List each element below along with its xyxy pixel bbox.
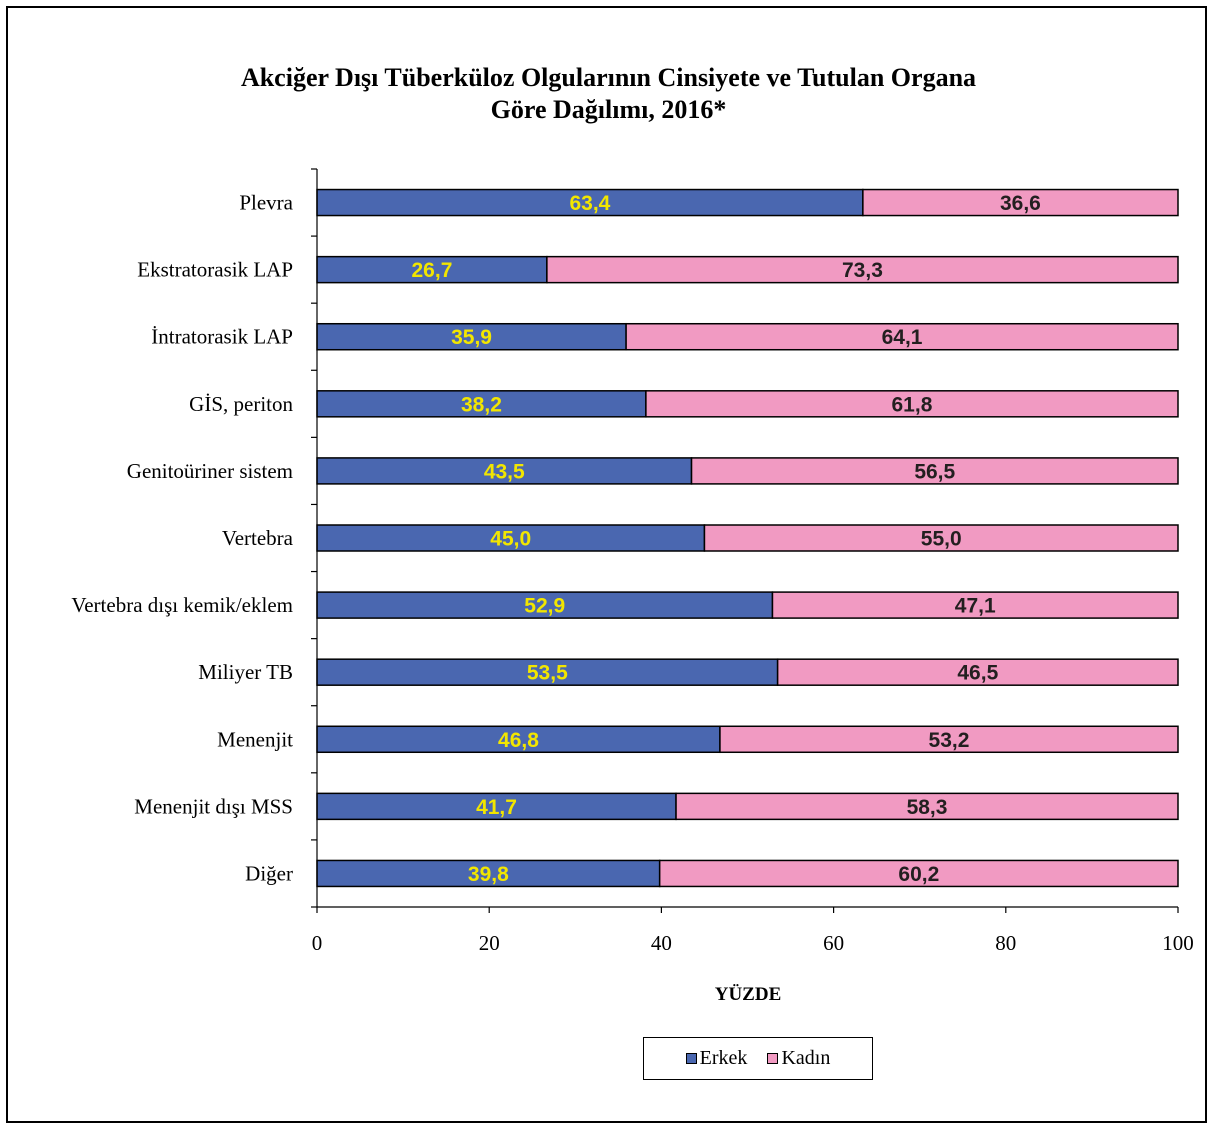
- x-tick-label-5: 100: [1162, 931, 1194, 955]
- bars-layer: 63,4 36,6 26,7 73,3 35,9 64,1 38,2 61,8 43,5 56,5…: [316, 188, 1179, 888]
- bar-erkek-8: [316, 725, 721, 754]
- data-label-kadin-5: 55,0: [921, 528, 962, 551]
- bar-kadn-2: [625, 322, 1179, 351]
- data-label-erkek-4: 43,5: [484, 460, 525, 483]
- x-tick-label-4: 80: [995, 931, 1016, 955]
- data-label-erkek-1: 26,7: [412, 259, 453, 282]
- chart-title: Akciğer Dışı Tüberküloz Olgularının Cins…: [0, 62, 1217, 126]
- category-label-0: Plevra: [239, 191, 293, 215]
- bar-kadn-6: [771, 591, 1179, 619]
- category-label-9: Menenjit dışı MSS: [134, 794, 293, 818]
- category-label-10: Diğer: [245, 861, 293, 885]
- bar-erkek-1: [316, 255, 548, 284]
- bar-erkek-2: [316, 322, 627, 351]
- data-label-kadin-1: 73,3: [842, 259, 883, 282]
- bar-erkek-4: [316, 457, 693, 485]
- data-label-erkek-8: 46,8: [498, 729, 539, 752]
- chart-title-line-2: Göre Dağılımı, 2016*: [490, 95, 727, 124]
- data-label-kadin-8: 53,2: [929, 729, 970, 752]
- x-tick-label-3: 60: [823, 931, 844, 955]
- data-label-erkek-2: 35,9: [451, 326, 492, 349]
- bar-erkek-6: [316, 591, 774, 619]
- legend-item-erkek: Erkek: [685, 1047, 748, 1070]
- category-label-2: İntratorasik LAP: [151, 325, 293, 349]
- data-label-erkek-6: 52,9: [524, 595, 565, 618]
- category-label-7: Miliyer TB: [198, 660, 293, 684]
- data-label-erkek-0: 63,4: [569, 192, 610, 215]
- category-label-3: GİS, periton: [189, 392, 293, 416]
- bar-kadn-4: [690, 457, 1179, 485]
- bar-kadn-1: [546, 255, 1179, 284]
- data-label-erkek-5: 45,0: [490, 528, 531, 551]
- data-label-erkek-3: 38,2: [461, 393, 502, 416]
- legend-item-kadin: Kadın: [767, 1047, 830, 1070]
- chart-title-line-1: Akciğer Dışı Tüberküloz Olgularının Cins…: [240, 63, 977, 92]
- legend-label-erkek: Erkek: [699, 1047, 748, 1069]
- category-label-6: Vertebra dışı kemik/eklem: [71, 593, 293, 617]
- x-tick-label-2: 40: [651, 931, 672, 955]
- data-label-kadin-4: 56,5: [914, 460, 955, 483]
- bar-kadn-7: [776, 658, 1179, 686]
- category-label-8: Menenjit: [217, 727, 293, 751]
- bar-kadn-8: [719, 725, 1179, 754]
- data-label-kadin-9: 58,3: [907, 796, 948, 819]
- category-label-4: Genitoüriner sistem: [127, 459, 293, 483]
- data-label-erkek-10: 39,8: [468, 863, 509, 886]
- bar-erkek-5: [316, 524, 706, 552]
- x-tick-label-1: 20: [479, 931, 500, 955]
- category-label-1: Ekstratorasik LAP: [137, 258, 293, 282]
- bar-kadn-10: [658, 859, 1179, 888]
- x-tick-label-0: 0: [312, 931, 323, 955]
- data-label-kadin-7: 46,5: [957, 662, 998, 685]
- bar-erkek-3: [316, 390, 647, 418]
- legend-label-kadin: Kadın: [781, 1047, 831, 1069]
- axes-layer: Plevra Ekstratorasik LAP İntratorasik LAP G…: [71, 168, 1194, 955]
- data-label-kadin-0: 36,6: [1000, 192, 1041, 215]
- bar-kadn-0: [862, 188, 1179, 217]
- data-label-kadin-3: 61,8: [892, 393, 933, 416]
- data-label-erkek-7: 53,5: [527, 662, 568, 685]
- legend-swatch-kadin: [767, 1053, 779, 1064]
- category-label-5: Vertebra: [222, 526, 294, 550]
- bar-kadn-3: [645, 390, 1179, 418]
- data-label-kadin-10: 60,2: [898, 863, 939, 886]
- bar-kadn-9: [675, 792, 1179, 821]
- legend-swatch-erkek: [685, 1053, 697, 1064]
- legend: Erkek Kadın: [643, 1037, 873, 1080]
- data-label-kadin-2: 64,1: [882, 326, 923, 349]
- data-label-erkek-9: 41,7: [476, 796, 517, 819]
- x-axis-title: YÜZDE: [715, 984, 782, 1005]
- bar-kadn-5: [703, 524, 1179, 552]
- data-label-kadin-6: 47,1: [955, 595, 996, 618]
